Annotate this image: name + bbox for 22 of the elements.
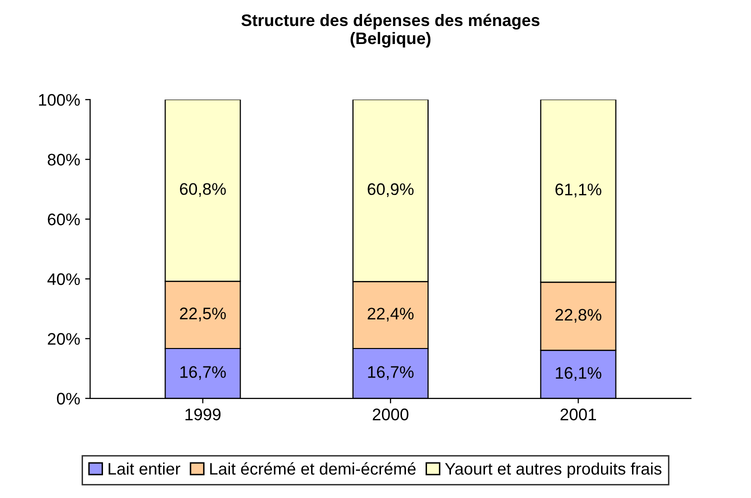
x-tick-label: 2001 [560,408,596,420]
data-label: 22,5% [180,308,226,322]
legend-label: Lait entier [108,462,180,475]
legend-label: Lait écrémé et demi-écrémé [210,462,416,475]
data-label: 16,7% [180,366,226,380]
y-tick-label: 60% [48,214,80,226]
y-tick-label: 40% [47,273,80,286]
chart-title: Structure des dépenses des ménages (Belgique) [241,14,540,48]
data-label: 16,1% [556,367,602,381]
legend-label: Yaourt et autres produits frais [445,462,662,478]
data-label: 60,8% [180,183,226,197]
data-label: 22,4% [368,308,414,322]
x-tick-label: 2000 [372,408,408,420]
data-label: 22,8% [555,308,602,323]
y-tick-label: 100% [39,94,80,106]
data-label: 60,9% [368,183,414,198]
x-tick-label: 1999 [186,408,221,420]
data-label: 61,1% [555,184,602,198]
data-label: 16,7% [368,366,414,380]
y-tick-label: 80% [48,154,80,166]
y-tick-label: 0% [56,392,80,405]
y-tick-label: 20% [48,333,80,345]
